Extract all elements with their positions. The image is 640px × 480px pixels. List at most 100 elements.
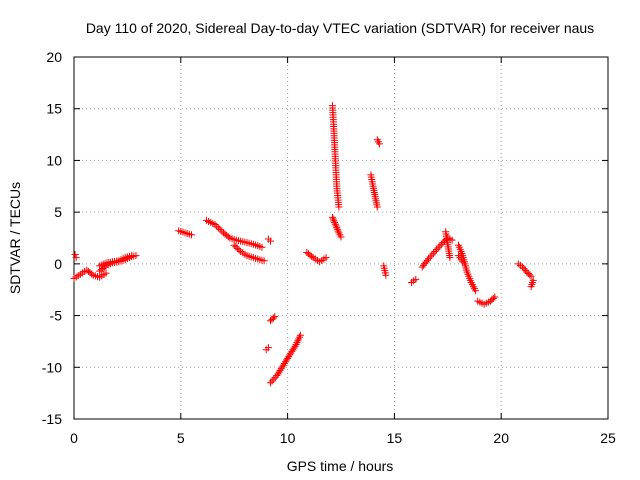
data-segment <box>454 241 480 295</box>
data-point <box>322 254 330 262</box>
data-point <box>267 379 275 387</box>
data-point <box>412 275 420 283</box>
x-axis-label: GPS time / hours <box>287 458 394 474</box>
data-point <box>521 266 529 274</box>
data-point <box>213 222 221 230</box>
data-point <box>296 331 304 339</box>
data-segment <box>514 260 535 280</box>
data-point <box>446 254 454 262</box>
data-segment <box>367 171 381 211</box>
data-segment <box>175 227 195 239</box>
y-tick-label: 0 <box>54 256 62 272</box>
data-point <box>232 243 240 251</box>
y-tick-label: -10 <box>42 359 62 375</box>
y-axis-label: SDTVAR / TECUs <box>7 182 23 294</box>
x-tick-label: 0 <box>70 430 78 446</box>
data-point <box>211 221 219 229</box>
data-point <box>431 247 439 255</box>
data-point <box>291 342 299 350</box>
y-tick-label: -15 <box>42 411 62 427</box>
data-point <box>260 257 268 265</box>
data-point <box>332 222 340 230</box>
data-point <box>437 240 445 248</box>
data-point <box>328 213 336 221</box>
data-point <box>526 271 534 279</box>
data-point <box>428 251 436 259</box>
data-point <box>267 237 275 245</box>
data-point <box>375 140 383 148</box>
axis-ticks <box>73 56 609 420</box>
data-point <box>527 272 535 280</box>
y-tick-label: 20 <box>46 49 62 65</box>
data-point <box>331 218 339 226</box>
chart-title: Day 110 of 2020, Sidereal Day-to-day VTE… <box>86 20 594 36</box>
data-point <box>429 249 437 257</box>
data-segment <box>454 252 467 266</box>
data-point <box>71 251 79 259</box>
data-point <box>459 258 467 266</box>
data-point <box>258 243 266 251</box>
y-tick-label: 5 <box>54 204 62 220</box>
data-point <box>425 255 433 263</box>
data-segment <box>328 213 345 241</box>
data-segment <box>380 262 390 279</box>
data-segment <box>474 293 499 308</box>
data-point <box>529 276 537 284</box>
data-segment <box>264 235 275 245</box>
x-tick-label: 15 <box>387 430 403 446</box>
data-point <box>271 313 279 321</box>
data-point <box>216 226 224 234</box>
y-tick-label: -5 <box>50 308 63 324</box>
y-tick-label: 15 <box>46 101 62 117</box>
data-point <box>218 227 226 235</box>
data-point <box>519 263 527 271</box>
data-point <box>434 244 442 252</box>
data-point <box>472 287 480 295</box>
data-point <box>433 246 441 254</box>
data-point <box>373 203 381 211</box>
data-segment <box>328 102 343 211</box>
data-point <box>436 242 444 250</box>
data-point <box>426 253 434 261</box>
data-point <box>308 252 316 260</box>
data-segment <box>303 248 330 266</box>
data-points <box>70 102 537 387</box>
x-tick-label: 25 <box>600 430 616 446</box>
data-segment <box>442 228 454 262</box>
data-point <box>264 344 272 352</box>
data-point <box>382 271 390 279</box>
data-point <box>270 375 278 383</box>
data-point <box>335 203 343 211</box>
x-tick-labels: 0 5 10 15 20 25 <box>70 430 616 446</box>
data-point <box>334 227 342 235</box>
data-segment <box>262 344 272 354</box>
data-point <box>269 314 277 322</box>
data-point <box>224 233 232 241</box>
data-point <box>330 217 338 225</box>
data-point <box>72 254 80 262</box>
data-segment <box>230 241 268 265</box>
data-segment <box>267 331 304 387</box>
data-point <box>230 241 238 249</box>
data-point <box>88 270 96 278</box>
data-point <box>214 224 222 232</box>
data-segment <box>407 275 420 286</box>
data-segment <box>267 313 279 325</box>
data-segment <box>373 136 383 148</box>
data-segment <box>70 266 110 282</box>
data-point <box>337 233 345 241</box>
x-tick-label: 20 <box>493 430 509 446</box>
data-point <box>423 256 431 264</box>
data-point <box>268 377 276 385</box>
data-point <box>331 220 339 228</box>
data-point <box>333 225 341 233</box>
y-tick-label: 10 <box>46 152 62 168</box>
data-point <box>491 293 499 301</box>
plot-frame <box>73 56 609 420</box>
data-segment <box>418 234 456 271</box>
data-point <box>271 373 279 381</box>
data-point <box>329 215 337 223</box>
data-point <box>333 224 341 232</box>
data-point <box>520 265 528 273</box>
